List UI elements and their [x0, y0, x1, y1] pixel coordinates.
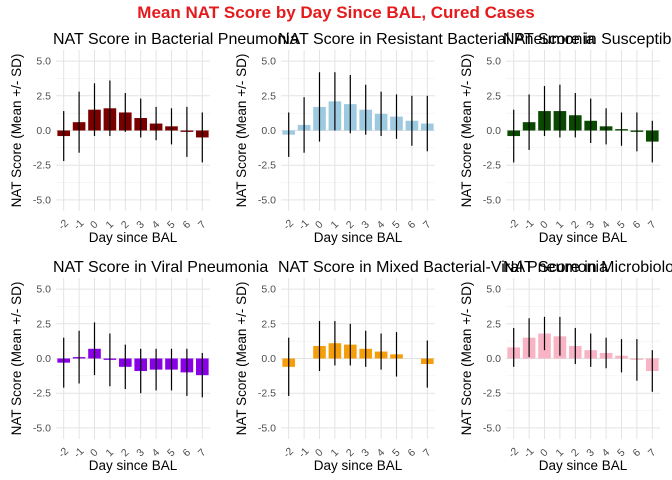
panel-4: NAT Score in Viral Pneumonia -5.0 -2.5 0.0 2…: [9, 259, 268, 473]
y-axis-label: NAT Score (Mean +/- SD): [459, 54, 474, 208]
x-tick-label: -2: [56, 445, 71, 460]
x-tick-label: -1: [296, 445, 311, 460]
figure-title: Mean NAT Score by Day Since BAL, Cured C…: [137, 3, 534, 22]
y-tick-label: -2.5: [258, 160, 276, 172]
y-tick-label: 0.0: [486, 125, 501, 137]
y-tick-label: 0.0: [486, 353, 501, 365]
panel-title: NAT Score in Viral Pneumonia: [53, 259, 268, 276]
y-tick-label: -5.0: [258, 422, 276, 434]
y-axis-label: NAT Score (Mean +/- SD): [9, 54, 24, 208]
x-tick-label: 7: [421, 446, 434, 459]
x-axis-label: Day since BAL: [314, 458, 403, 473]
x-tick-label: 6: [180, 446, 193, 459]
y-tick-label: -2.5: [483, 388, 501, 400]
gridlines: [281, 278, 435, 439]
x-tick-label: -2: [506, 445, 521, 460]
y-tick-label: 0.0: [261, 353, 276, 365]
panel-2: NAT Score in Resistant Bacterial Pneumon…: [234, 31, 595, 245]
x-tick-label: -1: [521, 445, 536, 460]
y-tick-label: 5.0: [261, 284, 276, 296]
panel-title: NAT Score in Bacterial Pneumonia: [53, 31, 299, 48]
x-tick-label: 7: [421, 218, 434, 231]
panels: NAT Score in Bacterial Pneumonia -5.0 -2.5…: [9, 31, 672, 473]
y-tick-label: 2.5: [261, 90, 276, 102]
x-tick-label: 6: [180, 218, 193, 231]
y-tick-label: 5.0: [486, 284, 501, 296]
y-tick-label: -2.5: [33, 388, 51, 400]
panel-6: NAT Score in Microbiology-Negative Pneum…: [459, 259, 672, 473]
panel-title: NAT Score in Susceptible Bacterial Pneum…: [503, 31, 672, 48]
y-tick-label: -5.0: [33, 194, 51, 206]
y-tick-label: 0.0: [36, 353, 51, 365]
y-tick-label: 2.5: [36, 90, 51, 102]
y-tick-label: -5.0: [33, 422, 51, 434]
x-tick-label: 6: [630, 446, 643, 459]
x-tick-label: -2: [506, 217, 521, 232]
y-axis-label: NAT Score (Mean +/- SD): [459, 282, 474, 436]
y-tick-label: 5.0: [486, 56, 501, 68]
y-tick-label: 5.0: [36, 56, 51, 68]
panel-title: NAT Score in Microbiology-Negative Pneum…: [503, 259, 672, 276]
x-tick-label: -2: [281, 217, 296, 232]
x-axis-label: Day since BAL: [539, 230, 628, 245]
y-tick-label: 2.5: [261, 318, 276, 330]
x-tick-label: -1: [296, 217, 311, 232]
y-tick-label: -2.5: [33, 160, 51, 172]
y-tick-label: -5.0: [483, 422, 501, 434]
x-axis-label: Day since BAL: [89, 458, 178, 473]
x-tick-label: 6: [405, 446, 418, 459]
panel-1: NAT Score in Bacterial Pneumonia -5.0 -2.5…: [9, 31, 299, 245]
y-tick-label: 5.0: [36, 284, 51, 296]
x-axis-label: Day since BAL: [539, 458, 628, 473]
x-tick-label: -1: [71, 445, 86, 460]
y-tick-label: -5.0: [258, 194, 276, 206]
x-tick-label: 6: [405, 218, 418, 231]
y-tick-label: -2.5: [258, 388, 276, 400]
x-tick-label: -1: [71, 217, 86, 232]
x-tick-label: 7: [646, 446, 659, 459]
gridlines: [506, 50, 660, 211]
x-tick-label: 6: [630, 218, 643, 231]
y-tick-label: -5.0: [483, 194, 501, 206]
y-tick-label: 2.5: [36, 318, 51, 330]
x-tick-label: -2: [56, 217, 71, 232]
x-axis-label: Day since BAL: [314, 230, 403, 245]
panel-3: NAT Score in Susceptible Bacterial Pneum…: [459, 31, 672, 245]
y-axis-label: NAT Score (Mean +/- SD): [234, 282, 249, 436]
panel-title: NAT Score in Mixed Bacterial-Viral Pneum…: [278, 259, 608, 276]
y-tick-label: -2.5: [483, 160, 501, 172]
panel-5: NAT Score in Mixed Bacterial-Viral Pneum…: [234, 259, 608, 473]
y-tick-label: 0.0: [36, 125, 51, 137]
x-tick-label: 7: [646, 218, 659, 231]
x-tick-label: -2: [281, 445, 296, 460]
x-tick-label: 7: [196, 218, 209, 231]
y-tick-label: 0.0: [261, 125, 276, 137]
panel-title: NAT Score in Resistant Bacterial Pneumon…: [278, 31, 595, 48]
y-tick-label: 2.5: [486, 318, 501, 330]
x-axis-label: Day since BAL: [89, 230, 178, 245]
x-tick-label: 7: [196, 446, 209, 459]
y-tick-label: 2.5: [486, 90, 501, 102]
y-axis-label: NAT Score (Mean +/- SD): [234, 54, 249, 208]
x-tick-label: -1: [521, 217, 536, 232]
y-axis-label: NAT Score (Mean +/- SD): [9, 282, 24, 436]
y-tick-label: 5.0: [261, 56, 276, 68]
